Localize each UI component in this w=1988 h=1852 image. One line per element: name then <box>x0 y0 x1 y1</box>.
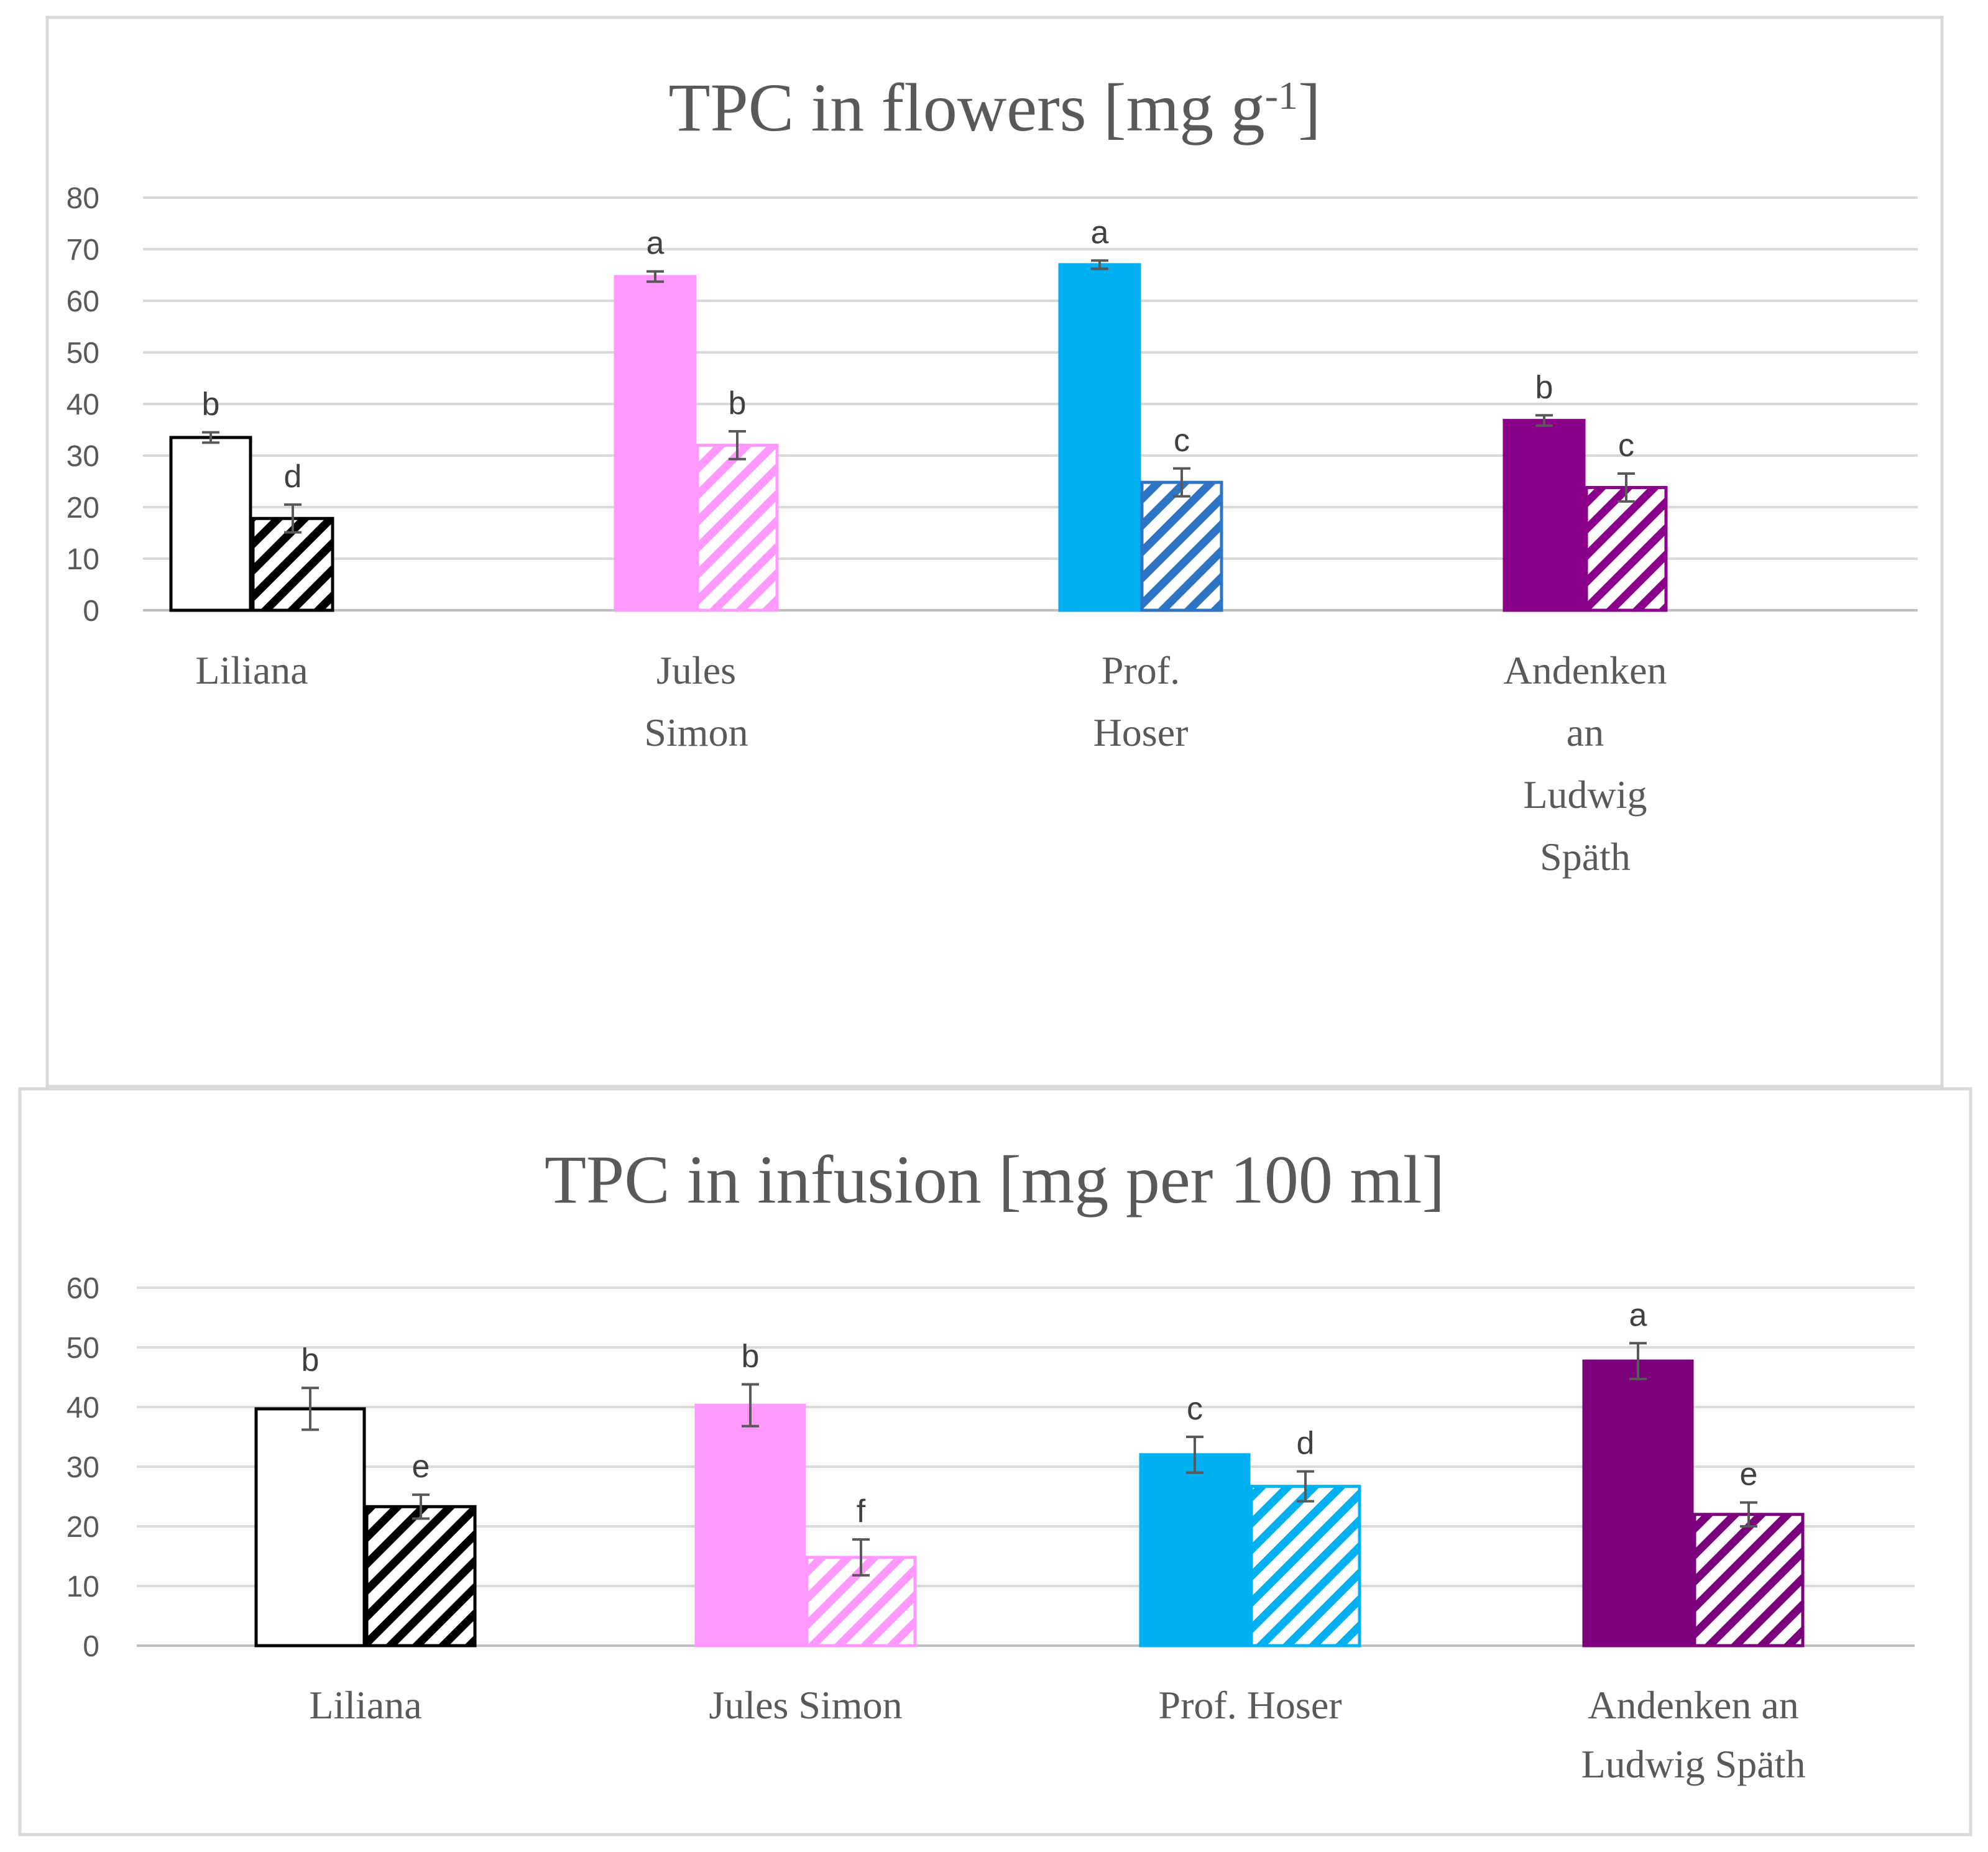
category-label: Jules Simon <box>709 1683 902 1727</box>
bar <box>1693 1513 1805 1648</box>
category-label: Liliana <box>309 1683 421 1727</box>
bar <box>694 1403 806 1648</box>
bar <box>696 443 779 612</box>
bar <box>251 516 334 612</box>
significance-letter: c <box>1187 1391 1203 1427</box>
y-tick-label: 20 <box>67 492 99 525</box>
y-tick-label: 0 <box>83 1630 99 1663</box>
y-tick-label: 0 <box>83 595 99 628</box>
category-label: Ludwig <box>1523 772 1647 817</box>
y-tick-label: 40 <box>67 1391 99 1424</box>
y-tick-label: 10 <box>67 1570 99 1603</box>
category-label: Prof. Hoser <box>1158 1683 1341 1727</box>
category-label: Späth <box>1540 835 1631 879</box>
significance-letter: d <box>284 459 302 495</box>
bar <box>1140 480 1223 612</box>
chart-title: TPC in flowers [mg g-1] <box>668 70 1320 145</box>
category-label: Andenken an <box>1588 1683 1798 1727</box>
significance-letter: c <box>1174 423 1190 459</box>
significance-letter: b <box>202 387 220 423</box>
bar <box>1139 1453 1251 1648</box>
significance-letter: b <box>742 1339 760 1375</box>
category-label: Jules <box>656 648 736 692</box>
category-label: Liliana <box>195 648 308 692</box>
y-tick-label: 30 <box>67 440 99 473</box>
y-tick-label: 50 <box>67 1332 99 1365</box>
significance-letter: a <box>1629 1297 1647 1333</box>
y-tick-label: 60 <box>67 285 99 318</box>
bar <box>1503 419 1586 612</box>
chart-title: TPC in infusion [mg per 100 ml] <box>545 1142 1445 1217</box>
significance-letter: a <box>1091 214 1109 250</box>
chart-infusion: TPC in infusion [mg per 100 ml] 0 10 20 30 40… <box>67 1142 1915 1786</box>
significance-letter: e <box>1740 1457 1758 1493</box>
bar <box>254 1407 366 1648</box>
significance-letter: b <box>729 385 747 421</box>
category-label: an <box>1567 710 1604 754</box>
significance-letter: b <box>301 1342 320 1378</box>
significance-letter: b <box>1535 369 1553 405</box>
bar <box>1582 1359 1694 1648</box>
y-tick-label: 10 <box>67 543 99 576</box>
bar <box>1058 263 1141 612</box>
significance-letter: c <box>1618 428 1634 464</box>
category-label: Simon <box>644 710 748 754</box>
y-tick-label: 40 <box>67 388 99 421</box>
category-label: Andenken <box>1503 648 1667 692</box>
category-label: Prof. <box>1102 648 1180 692</box>
bar <box>614 275 697 612</box>
chart-flowers: TPC in flowers [mg g-1] 0 10 20 30 40 50 60 70 80… <box>67 70 1918 879</box>
significance-letter: f <box>857 1493 866 1529</box>
bar <box>169 436 252 612</box>
y-tick-label: 70 <box>67 234 99 267</box>
y-tick-label: 60 <box>67 1272 99 1305</box>
category-label: Ludwig Späth <box>1581 1742 1806 1786</box>
category-label: Hoser <box>1093 710 1189 754</box>
significance-letter: e <box>412 1449 430 1485</box>
bar <box>1585 485 1668 612</box>
y-tick-label: 30 <box>67 1451 99 1484</box>
y-tick-label: 50 <box>67 337 99 370</box>
y-tick-label: 80 <box>67 182 99 215</box>
y-tick-label: 20 <box>67 1511 99 1544</box>
significance-letter: a <box>647 226 665 262</box>
bar <box>1249 1485 1361 1648</box>
significance-letter: d <box>1297 1426 1315 1462</box>
bar <box>365 1505 477 1648</box>
